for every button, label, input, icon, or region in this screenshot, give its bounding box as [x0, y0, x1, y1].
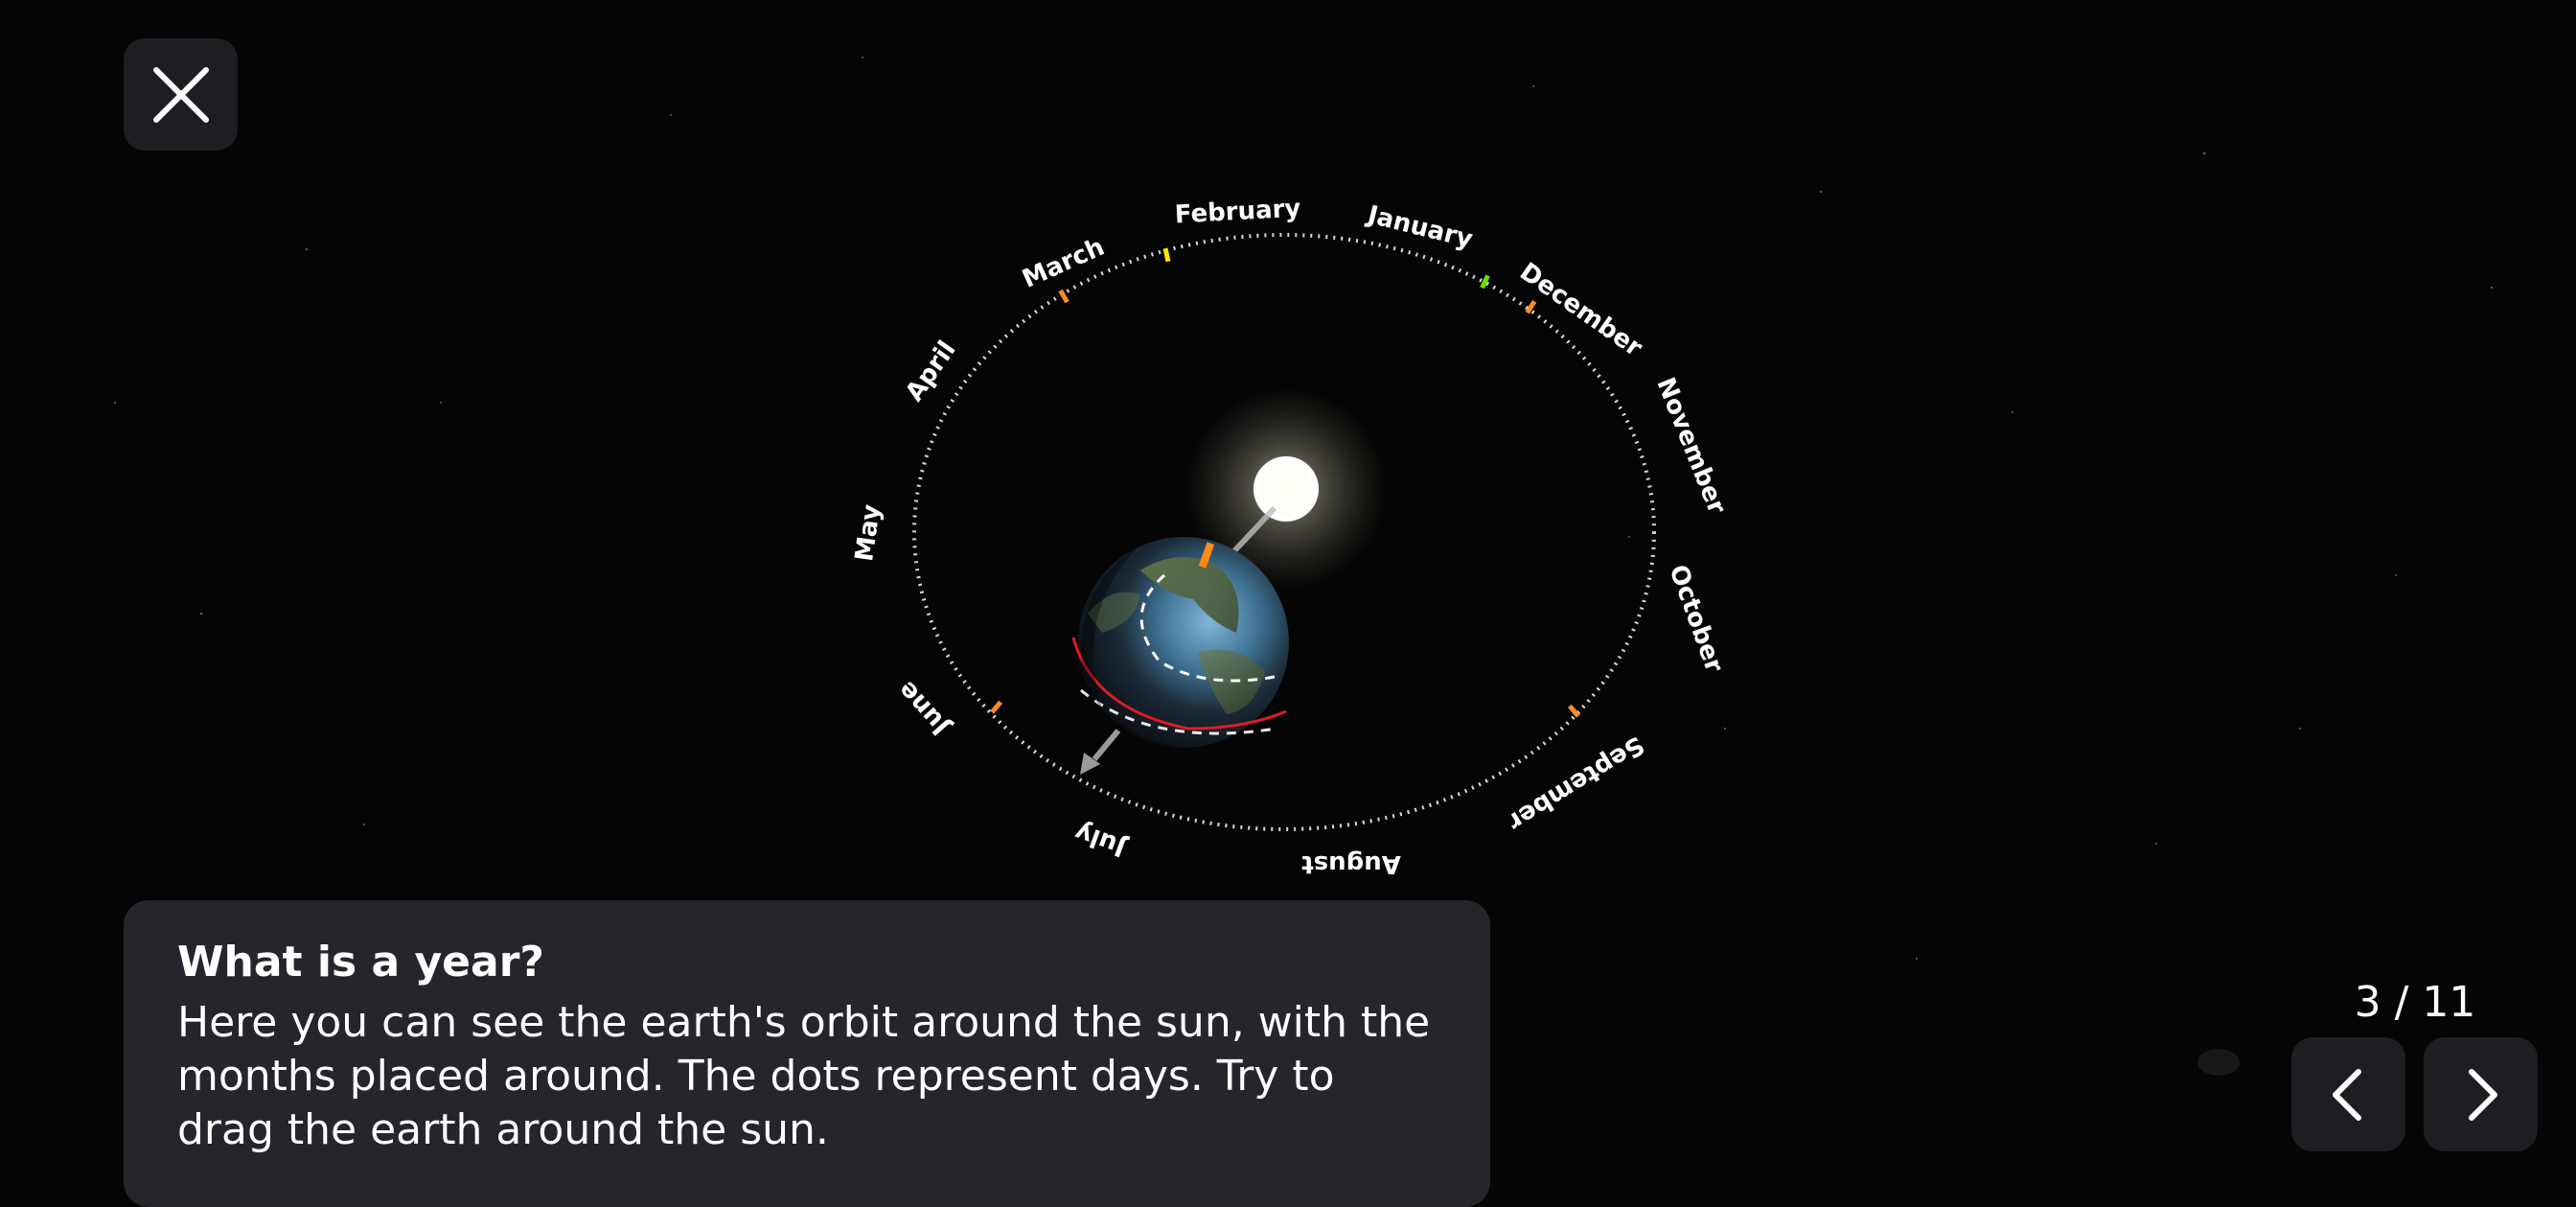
marker-solstice-december: [1525, 300, 1537, 314]
orbit-path: [912, 233, 1656, 831]
marker-equinox-september: [1567, 704, 1580, 718]
earth[interactable]: [1071, 537, 1289, 748]
earth-location-marker: [1198, 542, 1215, 569]
info-title: What is a year?: [177, 938, 544, 986]
orbit-markers: [990, 247, 1580, 718]
month-label-february: February: [1174, 195, 1301, 230]
chevron-left-icon: [2332, 1068, 2361, 1121]
month-label-june: June: [892, 675, 956, 741]
page-indicator: 3 / 11: [2354, 978, 2476, 1027]
info-panel: What is a year? Here you can see the ear…: [124, 900, 1490, 1207]
month-label-march: March: [1018, 233, 1109, 294]
marker-solstice-june: [990, 700, 1003, 714]
month-label-october: October: [1663, 561, 1728, 676]
close-button[interactable]: [124, 38, 238, 151]
earth-axis-arrow: [1080, 729, 1121, 775]
marker-equinox-march: [1058, 289, 1070, 304]
month-label-april: April: [900, 336, 961, 406]
month-label-november: November: [1650, 374, 1731, 519]
month-label-september: September: [1503, 730, 1649, 836]
month-label-july: July: [1071, 817, 1132, 862]
previous-button[interactable]: [2291, 1037, 2405, 1151]
chevron-right-icon: [2468, 1068, 2497, 1121]
next-button[interactable]: [2424, 1037, 2538, 1151]
sun: [1185, 388, 1387, 590]
marker-yellow: [1162, 247, 1171, 263]
marker-green: [1480, 274, 1490, 290]
close-icon: [152, 66, 209, 123]
info-body: Here you can see the earth's orbit aroun…: [177, 998, 1431, 1154]
month-label-december: December: [1514, 258, 1647, 363]
month-label-may: May: [850, 502, 886, 563]
month-label-august: August: [1301, 849, 1401, 878]
